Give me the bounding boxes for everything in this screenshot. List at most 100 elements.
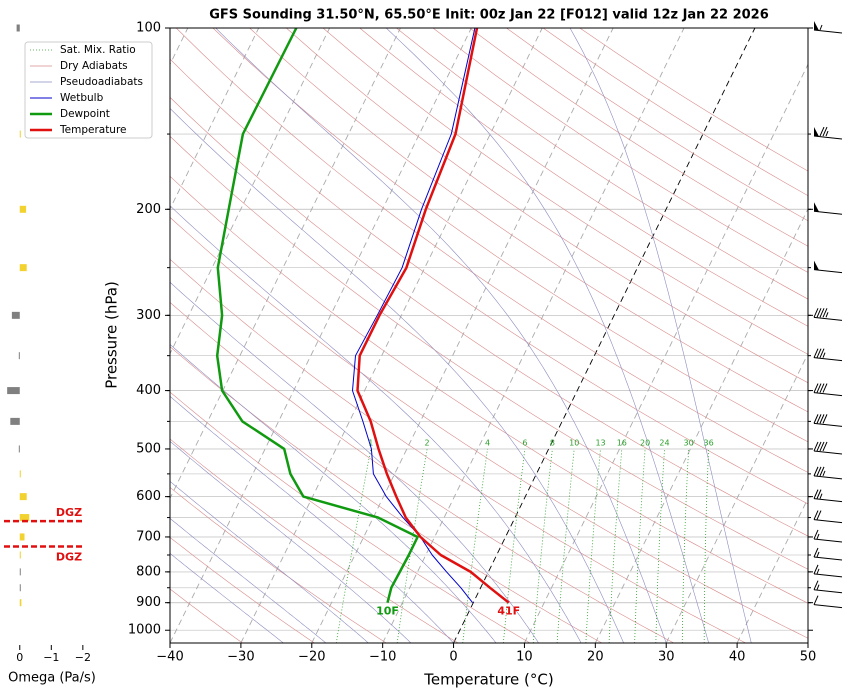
isotherm	[736, 497, 808, 643]
pseudoadiabat	[170, 440, 412, 643]
isotherm	[170, 28, 401, 500]
barb-half	[816, 533, 820, 540]
dry-adiabat	[212, 28, 808, 443]
mixing-ratio-line	[396, 448, 428, 643]
isotherm	[311, 28, 614, 643]
legend: Sat. Mix. Ratio Dry Adiabats Pseudoadiabat…	[24, 41, 153, 139]
mixing-ratio-line	[634, 448, 646, 643]
dry-adiabat	[170, 135, 808, 570]
mixing-ratio-line	[503, 448, 526, 643]
barb-flag	[819, 383, 825, 393]
wind-barb	[813, 529, 843, 543]
isotherm	[524, 63, 808, 643]
barb-staff	[813, 498, 843, 503]
dry-adiabat	[170, 301, 674, 643]
mixing-ratio-line	[608, 448, 623, 643]
mixing-ratio-line	[703, 448, 709, 643]
barb-flag	[819, 126, 825, 137]
omega-tick-label: −2	[75, 651, 91, 664]
mixing-ratio-label: 30	[684, 438, 694, 447]
barb-flag	[813, 510, 819, 520]
isotherm	[170, 28, 472, 643]
omega-tick-label: −1	[43, 651, 59, 664]
isotherm	[170, 28, 260, 211]
mixing-ratio-line	[335, 448, 372, 643]
dry-adiabat	[170, 537, 315, 643]
series-line	[215, 27, 419, 604]
barb-half	[819, 493, 823, 499]
barb-flag	[813, 595, 819, 605]
dgz-label: DGZ	[56, 550, 82, 563]
dry-adiabat	[359, 28, 808, 327]
omega-bar	[18, 445, 20, 453]
omega-bar	[19, 551, 21, 559]
legend-label: Pseudoadiabats	[60, 76, 143, 88]
pseudoadiabat	[170, 107, 624, 643]
wind-barb	[813, 547, 843, 561]
barb-staff	[813, 519, 843, 524]
barb-flag	[822, 308, 828, 318]
x-tick-label: −20	[298, 650, 325, 665]
mixing-ratio-label: 16	[617, 438, 627, 447]
x-tick-label: 20	[587, 650, 604, 665]
barb-flag	[813, 414, 819, 424]
omega-bar	[19, 533, 25, 541]
omega-bar	[16, 24, 20, 32]
omega-bar	[19, 264, 27, 272]
dry-adiabat	[469, 28, 808, 247]
barb-flag	[816, 466, 822, 477]
barb-half	[816, 551, 820, 558]
barb-half	[819, 24, 823, 31]
barb-staff	[813, 316, 843, 321]
y-tick-label: 900	[136, 595, 161, 610]
barb-half	[822, 470, 826, 477]
barb-half	[825, 312, 829, 318]
pseudoadiabat	[569, 28, 752, 643]
wind-barb	[813, 595, 843, 609]
pseudoadiabat	[170, 205, 582, 643]
barb-flag	[816, 510, 822, 520]
y-tick-label: 200	[136, 202, 161, 217]
isotherm	[807, 641, 808, 643]
wind-barb	[813, 466, 843, 480]
barb-pennant	[814, 202, 819, 212]
y-tick-label: 700	[136, 529, 161, 544]
barb-flag	[813, 308, 819, 318]
wind-barb	[813, 564, 843, 578]
legend-label: Dry Adiabats	[60, 60, 128, 72]
mixing-ratio-label: 4	[485, 438, 490, 447]
reference-lines	[170, 28, 808, 643]
x-tick-label: 10	[516, 650, 533, 665]
barb-staff	[813, 450, 843, 455]
dry-adiabat	[170, 258, 746, 643]
y-tick-label: 300	[136, 308, 161, 323]
plot-frame	[169, 27, 809, 644]
barb-half	[816, 584, 820, 590]
omega-bar	[19, 584, 21, 592]
x-tick-label: −30	[227, 650, 254, 665]
omega-bar	[19, 205, 27, 213]
mixing-ratio-label: 1	[368, 438, 373, 447]
x-axis-label: Temperature (°C)	[423, 671, 553, 689]
legend-label: Temperature	[59, 124, 127, 136]
barb-pennant	[814, 21, 819, 31]
dry-adiabat	[249, 28, 808, 413]
freezing-isotherm	[453, 28, 756, 643]
barb-flag	[822, 441, 828, 452]
barb-flag	[819, 348, 825, 358]
wind-barb	[813, 489, 843, 503]
surface-label: 41F	[497, 605, 520, 618]
barb-flag	[819, 414, 825, 424]
dry-adiabat	[170, 346, 603, 643]
barb-staff	[813, 604, 843, 609]
series-line	[352, 27, 476, 604]
wind-barb	[813, 348, 843, 362]
omega-bar	[19, 470, 21, 478]
x-tick-label: 30	[658, 650, 675, 665]
dry-adiabat	[322, 28, 808, 355]
pseudoadiabat	[215, 28, 667, 643]
barb-staff	[813, 29, 843, 34]
legend-label: Wetbulb	[60, 92, 104, 104]
barb-staff	[813, 589, 843, 594]
